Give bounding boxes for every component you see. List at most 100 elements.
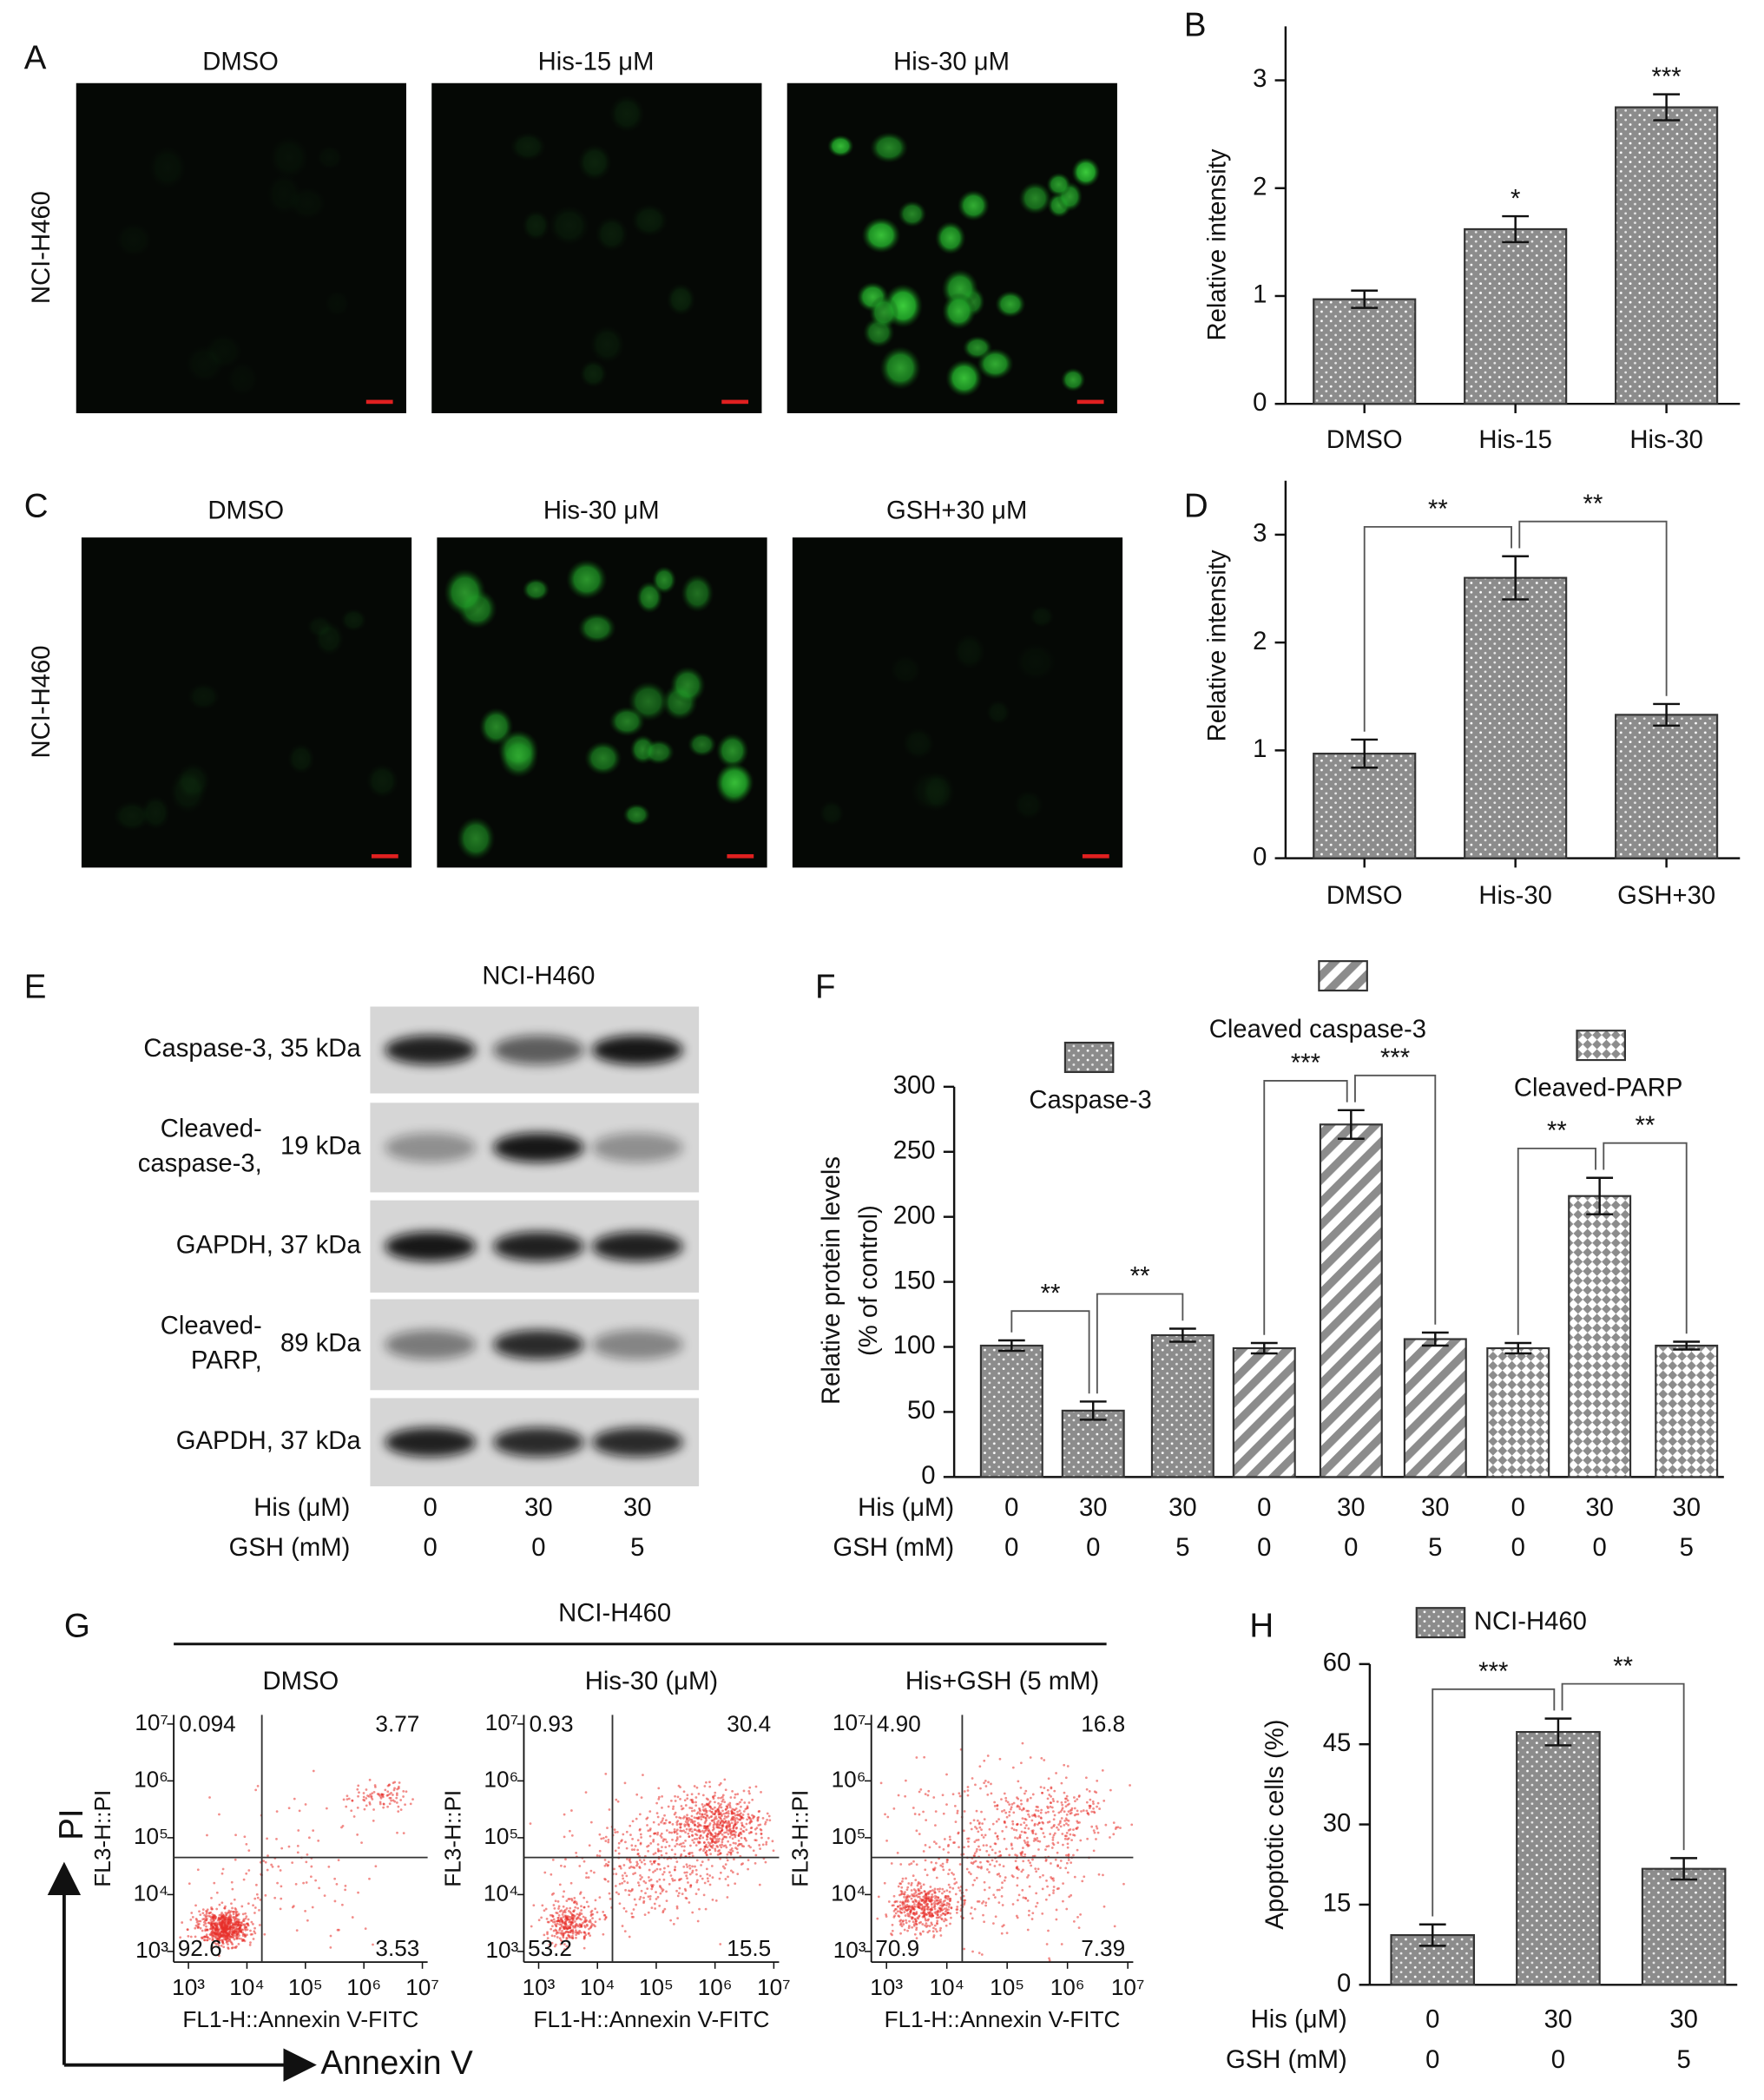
event-dot	[649, 1878, 653, 1881]
event-dot	[1058, 1821, 1062, 1825]
event-dot	[655, 1891, 657, 1894]
cell	[579, 359, 608, 388]
event-dot	[985, 1844, 988, 1847]
event-dot	[1024, 1792, 1026, 1795]
event-dot	[768, 1819, 772, 1822]
event-dot	[745, 1822, 748, 1826]
event-dot	[562, 1895, 565, 1899]
event-dot	[905, 1919, 907, 1922]
event-dot	[388, 1783, 391, 1787]
event-dot	[1008, 1803, 1011, 1807]
event-dot	[981, 1822, 984, 1826]
event-dot	[912, 1900, 914, 1903]
event-dot	[926, 1911, 930, 1914]
event-dot	[1045, 1845, 1049, 1848]
event-dot	[280, 1897, 283, 1900]
event-dot	[631, 1837, 634, 1840]
event-dot	[708, 1822, 712, 1825]
event-dot	[1088, 1790, 1091, 1793]
event-dot	[251, 1932, 253, 1936]
event-dot	[1129, 1784, 1131, 1787]
event-dot	[693, 1823, 696, 1826]
event-dot	[974, 1783, 977, 1787]
event-dot	[1039, 1816, 1043, 1820]
event-dot	[918, 1902, 922, 1906]
event-dot	[1018, 1807, 1022, 1811]
event-dot	[214, 1926, 218, 1928]
event-dot	[915, 1756, 918, 1759]
event-dot	[707, 1879, 710, 1883]
event-dot	[737, 1818, 740, 1821]
event-dot	[688, 1829, 692, 1833]
bracket-label: **	[1041, 1280, 1061, 1307]
event-dot	[689, 1884, 693, 1887]
event-dot	[1075, 1827, 1078, 1830]
event-dot	[554, 1923, 557, 1926]
x-tick-label: 10⁵	[288, 1974, 323, 2000]
event-dot	[913, 1923, 916, 1926]
event-dot	[583, 1860, 586, 1863]
error-bar	[1418, 1923, 1446, 1947]
event-dot	[656, 1843, 660, 1847]
event-dot	[1022, 1807, 1025, 1810]
event-dot	[1011, 1903, 1015, 1906]
event-dot	[721, 1809, 724, 1813]
event-dot	[912, 1874, 915, 1878]
event-dot	[304, 1803, 307, 1806]
event-dot	[569, 1881, 573, 1885]
event-dot	[965, 1867, 969, 1871]
event-dot	[659, 1892, 662, 1895]
event-dot	[1025, 1843, 1029, 1847]
event-dot	[755, 1827, 759, 1829]
event-dot	[675, 1906, 679, 1910]
event-dot	[1102, 1799, 1106, 1802]
event-dot	[716, 1846, 720, 1848]
event-dot	[931, 1923, 933, 1926]
event-dot	[747, 1867, 749, 1871]
event-dot	[695, 1786, 699, 1789]
event-dot	[212, 1934, 214, 1938]
event-dot	[754, 1861, 757, 1865]
x-tick-label: 10⁵	[990, 1974, 1024, 2000]
event-dot	[904, 1908, 907, 1912]
event-dot	[705, 1781, 708, 1784]
event-dot	[738, 1809, 741, 1813]
event-dot	[981, 1902, 984, 1905]
event-dot	[681, 1845, 683, 1848]
event-dot	[585, 1900, 589, 1904]
event-dot	[645, 1817, 648, 1820]
event-dot	[1109, 1836, 1111, 1839]
event-dot	[728, 1823, 732, 1827]
event-dot	[1052, 1889, 1056, 1893]
event-dot	[241, 1912, 245, 1916]
y-tick-label: 10³	[135, 1937, 168, 1963]
event-dot	[227, 1909, 231, 1912]
event-dot	[661, 1846, 663, 1848]
event-dot	[1060, 1800, 1063, 1804]
bracket-label: **	[1428, 496, 1448, 523]
event-dot	[583, 1918, 587, 1921]
event-dot	[721, 1800, 724, 1803]
event-dot	[1014, 1836, 1017, 1840]
event-dot	[682, 1816, 685, 1820]
event-dot	[734, 1847, 737, 1850]
cell	[113, 800, 151, 832]
event-dot	[605, 1862, 608, 1866]
event-dot	[1079, 1912, 1082, 1916]
event-dot	[661, 1819, 664, 1822]
event-dot	[908, 1914, 911, 1918]
event-dot	[567, 1931, 570, 1933]
event-dot	[670, 1848, 674, 1852]
event-dot	[914, 1879, 918, 1882]
event-dot	[932, 1840, 936, 1843]
event-dot	[993, 1804, 997, 1807]
event-dot	[925, 1899, 928, 1901]
event-dot	[680, 1842, 683, 1846]
event-dot	[910, 1881, 913, 1885]
event-dot	[333, 1899, 337, 1903]
event-dot	[899, 1932, 902, 1935]
event-dot	[585, 1876, 588, 1879]
event-dot	[571, 1921, 575, 1925]
event-dot	[898, 1900, 902, 1904]
event-dot	[1020, 1761, 1023, 1765]
